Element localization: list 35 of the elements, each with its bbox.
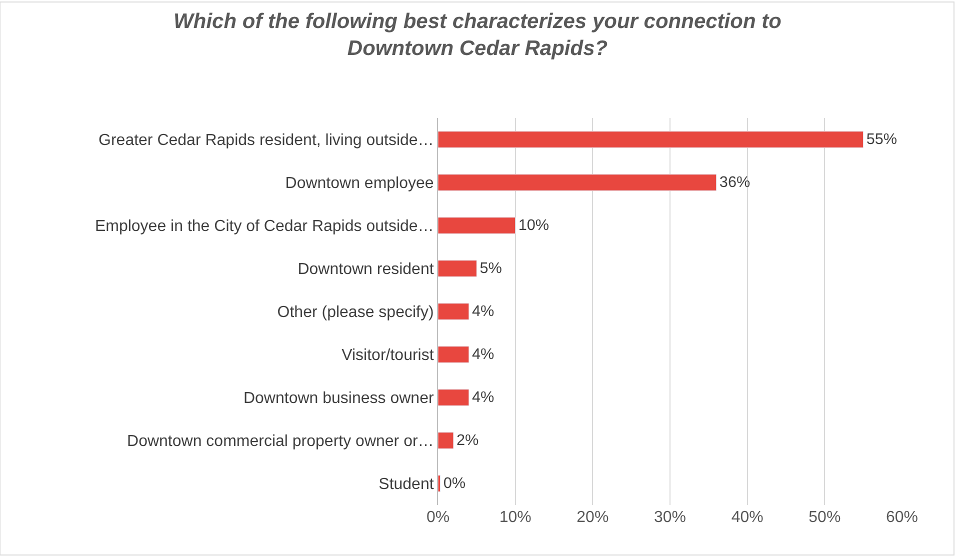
y-tick-label: Visitor/tourist	[342, 347, 434, 364]
x-tick-label: 40%	[731, 509, 764, 526]
y-tick-label: Downtown employee	[285, 175, 434, 192]
bar	[438, 432, 454, 449]
y-tick-label: Other (please specify)	[277, 304, 434, 322]
bar	[438, 260, 477, 277]
data-label: 55%	[866, 130, 898, 148]
bar	[438, 217, 516, 234]
bar	[438, 174, 717, 191]
y-tick-label: Downtown commercial property owner or…	[127, 433, 434, 450]
data-label: 4%	[472, 346, 494, 363]
bar	[438, 475, 441, 492]
data-label: 0%	[443, 474, 466, 492]
bar	[438, 389, 470, 406]
bar	[438, 131, 864, 148]
bar	[438, 346, 470, 363]
data-label: 5%	[480, 260, 502, 277]
y-tick-label: Downtown resident	[298, 261, 434, 278]
data-label: 2%	[456, 432, 480, 449]
x-tick-label: 60%	[886, 509, 918, 526]
chart-title: Which of the following best characterizes your connection to Downtown Cedar Rapids?	[174, 10, 782, 60]
x-tick-label: 20%	[576, 509, 609, 526]
data-label: 4%	[472, 388, 494, 406]
data-label: 4%	[472, 302, 494, 320]
y-tick-label: Student	[378, 476, 434, 494]
x-tick-label: 10%	[499, 509, 532, 526]
x-tick-label: 30%	[654, 509, 686, 526]
data-label: 36%	[719, 174, 751, 191]
y-tick-label: Greater Cedar Rapids resident, living outside…	[98, 132, 434, 150]
data-label: 10%	[518, 216, 550, 234]
x-tick-label: 50%	[808, 509, 841, 526]
y-tick-label: Employee in the City of Cedar Rapids outside…	[94, 218, 434, 236]
bar	[438, 303, 470, 320]
x-tick-label: 0%	[426, 509, 450, 526]
y-tick-label: Downtown business owner	[243, 390, 434, 408]
